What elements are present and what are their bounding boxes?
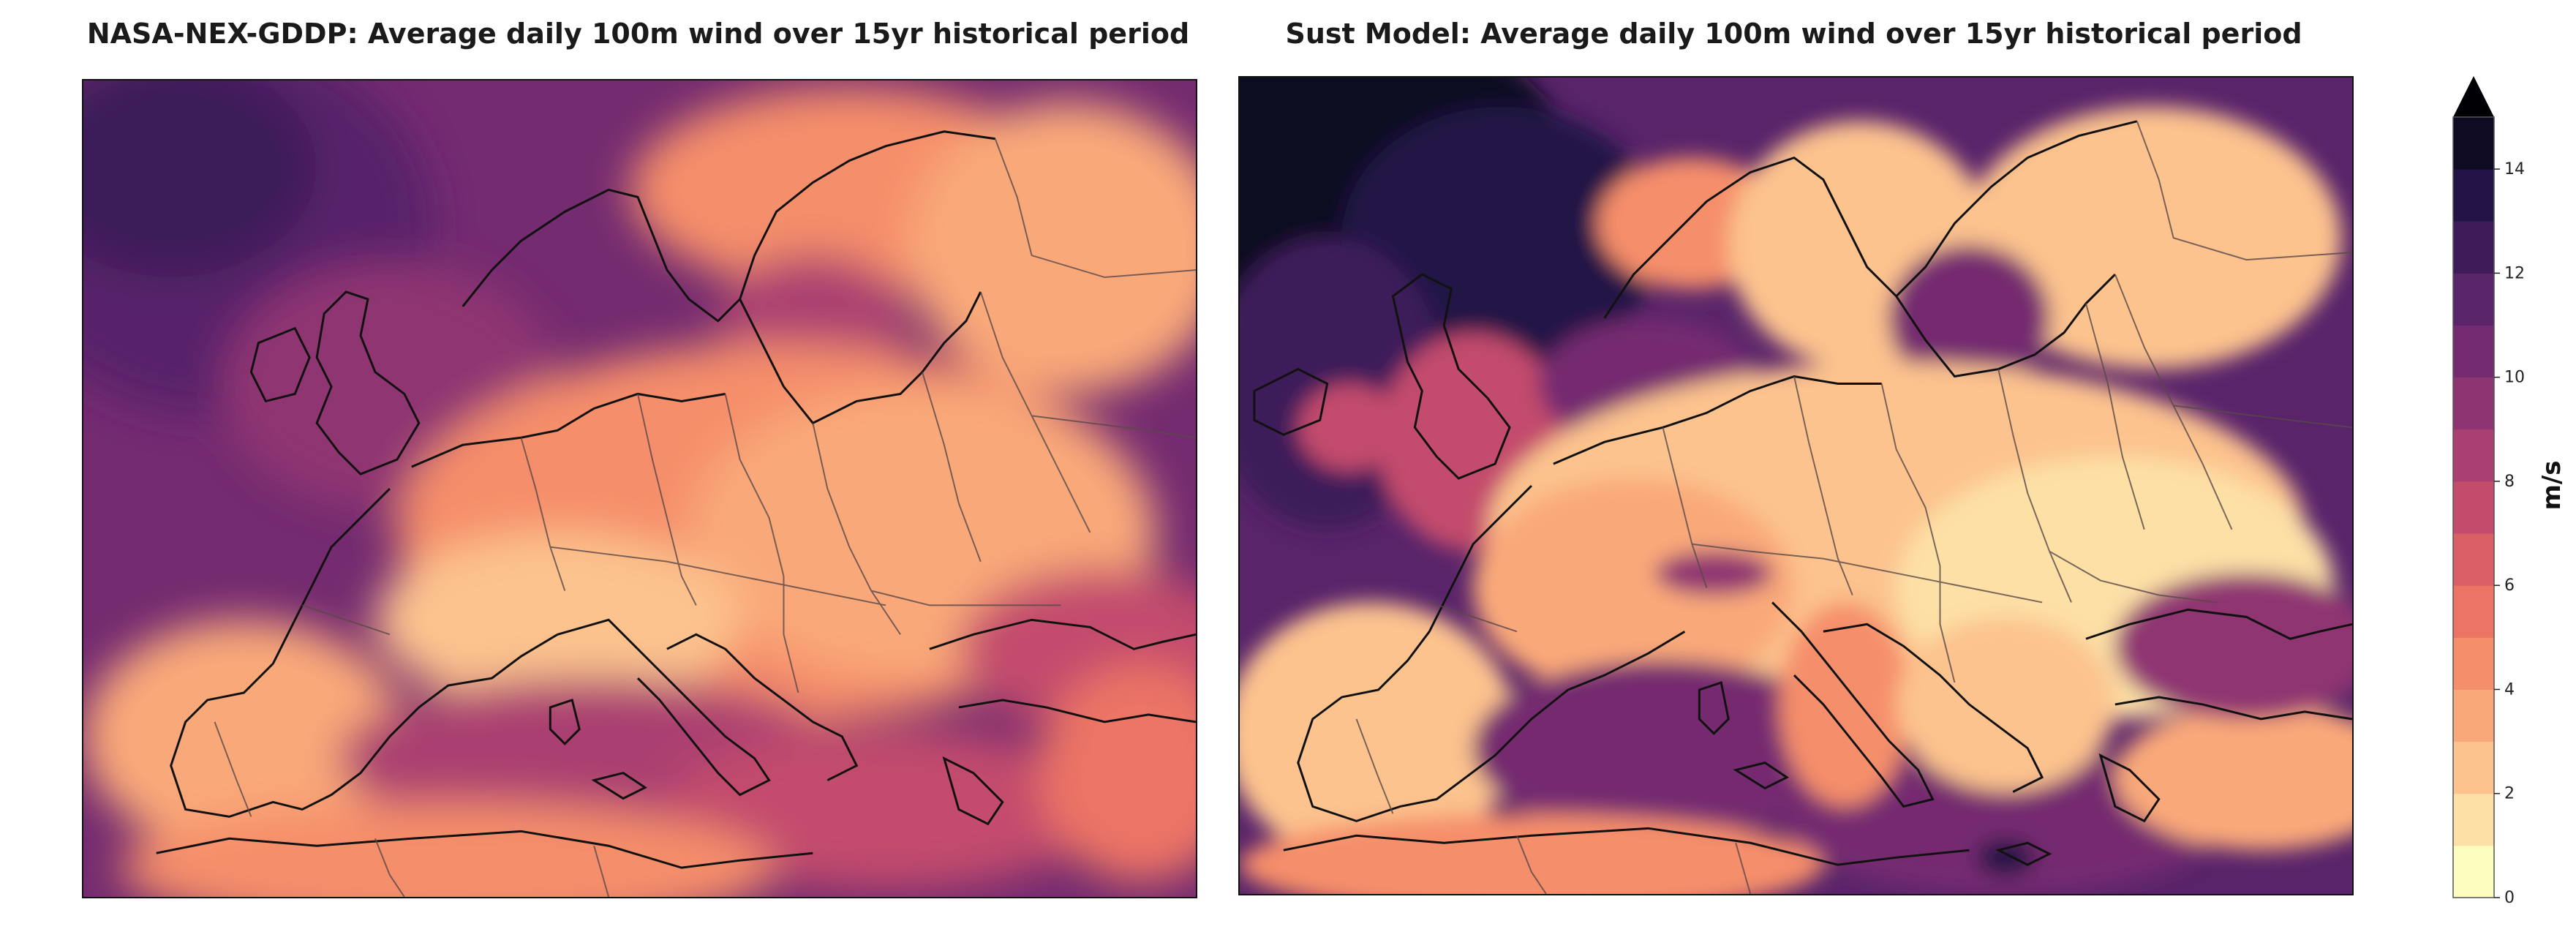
coastlines-left	[156, 130, 1196, 869]
map-nasa-nex-gddp	[82, 79, 1197, 898]
map-sust-model	[1238, 76, 2354, 895]
colorbar-svg: 0 2 4 6 8 10 12 14 m/s	[2452, 76, 2566, 907]
colorbar-level-14	[2453, 117, 2494, 170]
borders-right	[1355, 121, 2352, 894]
colorbar-level-12	[2453, 221, 2494, 274]
borders-left	[214, 138, 1196, 897]
colorbar-tick-label: 14	[2504, 160, 2525, 178]
colorbar-level-7	[2453, 481, 2494, 534]
colorbar-level-10	[2453, 325, 2494, 378]
colorbar-tick-label: 6	[2504, 576, 2515, 595]
colorbar-tick-label: 0	[2504, 889, 2515, 907]
colorbar-level-13	[2453, 169, 2494, 222]
colorbar-tick-label: 4	[2504, 680, 2515, 699]
map-sust-svg	[1240, 78, 2352, 894]
wind-field-left	[83, 80, 1196, 897]
wind-field-right	[1240, 78, 2352, 894]
colorbar-tick-label: 2	[2504, 785, 2515, 803]
colorbar-level-1	[2453, 793, 2494, 846]
colorbar-tick-label: 12	[2504, 264, 2525, 282]
colorbar-level-8	[2453, 429, 2494, 482]
panel-title-nasa: NASA-NEX-GDDP: Average daily 100m wind o…	[86, 18, 1190, 50]
colorbar-tick-label: 8	[2504, 473, 2515, 491]
coastlines-right	[1253, 120, 2352, 866]
colorbar-level-11	[2453, 273, 2494, 326]
colorbar-level-9	[2453, 377, 2494, 430]
map-nasa-svg	[83, 80, 1196, 897]
colorbar: 0 2 4 6 8 10 12 14 m/s	[2443, 73, 2575, 907]
colorbar-level-2	[2453, 741, 2494, 794]
colorbar-level-4	[2453, 637, 2494, 690]
colorbar-tick-label: 10	[2504, 369, 2525, 387]
colorbar-outline	[2452, 116, 2495, 898]
panel-title-sust: Sust Model: Average daily 100m wind over…	[1285, 18, 2302, 50]
colorbar-extend-arrow	[2453, 76, 2494, 117]
colorbar-level-3	[2453, 689, 2494, 743]
colorbar-level-5	[2453, 585, 2494, 638]
colorbar-level-0	[2453, 845, 2494, 898]
colorbar-level-6	[2453, 533, 2494, 586]
colorbar-unit-label: m/s	[2537, 460, 2566, 510]
